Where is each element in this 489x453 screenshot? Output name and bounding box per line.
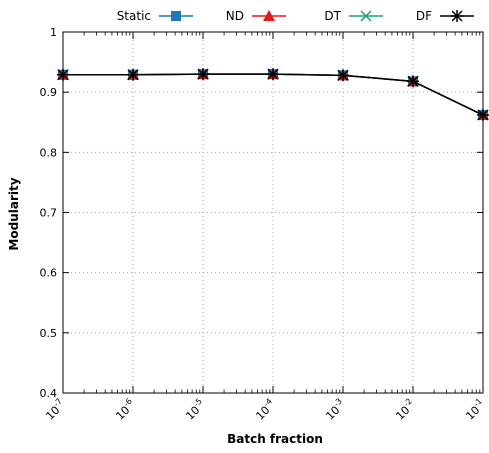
y-axis-title: Modularity bbox=[7, 177, 21, 250]
x-tick-label: 10-1 bbox=[462, 397, 488, 423]
y-tick-label: 0.8 bbox=[40, 146, 58, 159]
legend-label-df: DF bbox=[416, 9, 432, 23]
data-point-df bbox=[197, 68, 209, 81]
triangle-marker bbox=[263, 10, 275, 21]
x-tick-label-text: 10-6 bbox=[112, 397, 138, 423]
legend-marker-df bbox=[451, 10, 463, 22]
grid-lines bbox=[63, 32, 483, 393]
plot-frame bbox=[62, 31, 484, 394]
x-tick-label: 10-4 bbox=[252, 397, 278, 423]
y-tick-label: 0.4 bbox=[40, 387, 58, 400]
x-tick-label: 10-7 bbox=[42, 397, 68, 423]
data-point-df bbox=[267, 68, 279, 81]
x-tick-label: 10-2 bbox=[392, 397, 418, 423]
legend-marker-static bbox=[171, 11, 181, 21]
data-point-df bbox=[127, 68, 139, 81]
legend: Static ND DT DF bbox=[117, 9, 474, 23]
x-tick-label: 10-3 bbox=[322, 397, 348, 423]
x-tick-label-text: 10-4 bbox=[252, 397, 278, 423]
y-tick-label: 0.6 bbox=[40, 267, 58, 280]
legend-label-dt: DT bbox=[324, 9, 341, 23]
x-tick-label-text: 10-2 bbox=[392, 397, 418, 423]
y-tick-label: 0.7 bbox=[40, 207, 58, 220]
data-point-df bbox=[477, 109, 489, 122]
x-tick-label-text: 10-3 bbox=[322, 397, 348, 423]
data-point-df bbox=[337, 69, 349, 82]
x-tick-label: 10-6 bbox=[112, 397, 138, 423]
x-tick-label-text: 10-7 bbox=[42, 397, 68, 423]
data-point-df bbox=[407, 75, 419, 88]
data-point-df bbox=[57, 68, 69, 81]
y-tick-label: 0.5 bbox=[40, 327, 58, 340]
legend-label-nd: ND bbox=[226, 9, 244, 23]
x-tick-label-text: 10-5 bbox=[182, 397, 208, 423]
y-tick-label: 0.9 bbox=[40, 86, 58, 99]
square-marker bbox=[171, 11, 181, 21]
y-tick-label: 1 bbox=[50, 26, 57, 39]
x-marker-stroke bbox=[360, 10, 372, 22]
x-axis-title: Batch fraction bbox=[227, 432, 323, 446]
data-series bbox=[57, 68, 489, 122]
legend-marker-dt bbox=[360, 10, 372, 22]
legend-label-static: Static bbox=[117, 9, 151, 23]
x-tick-label-text: 10-1 bbox=[462, 397, 488, 423]
x-tick-label: 10-5 bbox=[182, 397, 208, 423]
legend-marker-nd bbox=[263, 10, 275, 21]
